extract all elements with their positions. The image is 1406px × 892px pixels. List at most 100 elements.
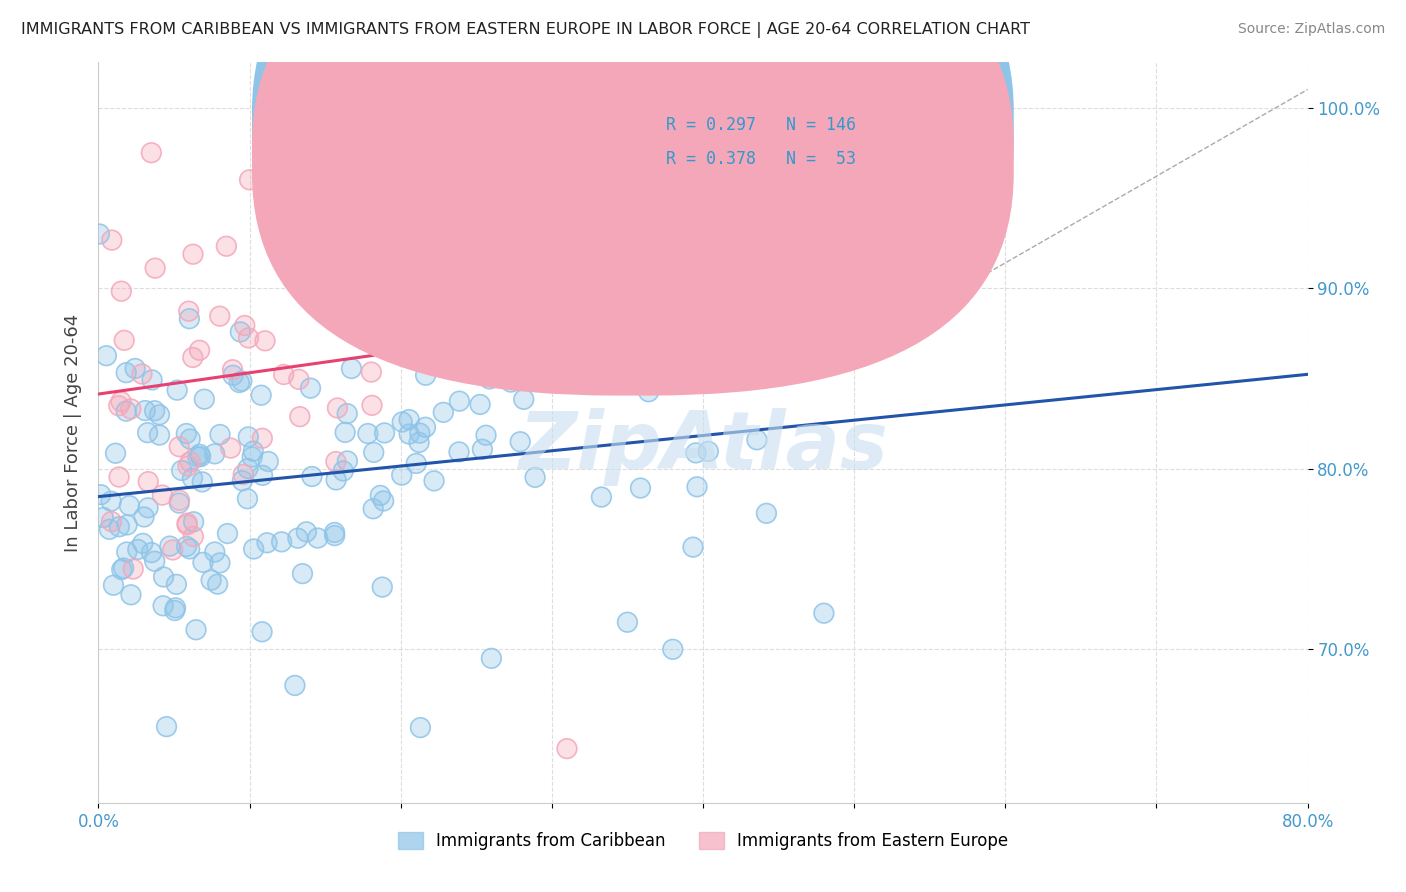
Point — [143, 261, 166, 276]
Point — [360, 365, 382, 379]
Point — [179, 455, 201, 469]
Point — [755, 506, 778, 520]
Point — [336, 454, 359, 468]
Point — [475, 428, 498, 442]
Point — [752, 326, 775, 341]
Point — [391, 415, 413, 429]
Point — [229, 325, 252, 339]
Point — [361, 501, 384, 516]
Point — [181, 351, 204, 365]
Point — [499, 375, 522, 389]
Point — [287, 531, 309, 545]
Point — [287, 531, 309, 545]
Point — [179, 311, 201, 326]
Point — [231, 474, 253, 488]
Point — [233, 318, 256, 333]
Point — [277, 208, 299, 222]
Point — [159, 539, 181, 553]
Point — [478, 372, 501, 386]
Point — [288, 372, 311, 386]
Point — [134, 403, 156, 417]
Point — [314, 257, 336, 271]
Point — [228, 376, 250, 390]
Point — [148, 428, 170, 442]
Point — [215, 239, 238, 253]
Point — [361, 501, 384, 516]
Point — [98, 522, 121, 536]
Point — [408, 435, 430, 450]
Point — [183, 529, 205, 543]
Point — [152, 599, 174, 613]
Point — [239, 173, 262, 187]
Point — [813, 606, 835, 620]
Point — [370, 326, 392, 341]
Point — [257, 454, 280, 468]
Point — [193, 392, 215, 406]
Point — [409, 721, 432, 735]
Point — [252, 431, 274, 445]
Point — [457, 97, 479, 112]
Point — [447, 445, 470, 459]
Point — [167, 496, 190, 510]
Point — [155, 720, 177, 734]
Point — [252, 468, 274, 483]
Point — [141, 546, 163, 560]
Point — [112, 334, 135, 348]
Point — [415, 368, 437, 383]
Point — [166, 383, 188, 397]
Point — [299, 381, 322, 395]
Point — [242, 541, 264, 556]
Point — [221, 362, 243, 376]
Point — [204, 545, 226, 559]
Point — [373, 494, 395, 508]
Point — [323, 244, 346, 258]
Point — [141, 145, 163, 160]
Point — [165, 577, 187, 591]
Point — [193, 392, 215, 406]
Point — [336, 454, 359, 468]
Point — [219, 441, 242, 455]
Point — [488, 365, 510, 379]
Point — [91, 510, 114, 524]
Point — [132, 510, 155, 524]
Point — [269, 233, 291, 247]
Point — [148, 408, 170, 422]
Point — [184, 623, 207, 637]
Point — [108, 470, 131, 484]
Point — [336, 307, 359, 321]
FancyBboxPatch shape — [252, 0, 1014, 362]
Point — [150, 488, 173, 502]
Point — [184, 623, 207, 637]
Point — [745, 433, 768, 447]
Point — [219, 441, 242, 455]
Point — [165, 600, 187, 615]
Point — [176, 516, 198, 530]
Point — [333, 425, 356, 440]
Point — [148, 408, 170, 422]
Point — [239, 173, 262, 187]
Point — [103, 578, 125, 592]
Point — [616, 615, 638, 630]
Point — [233, 318, 256, 333]
Point — [188, 447, 211, 461]
Point — [131, 367, 153, 381]
Point — [238, 331, 260, 345]
Point — [391, 415, 413, 429]
Point — [449, 394, 471, 409]
Point — [643, 227, 665, 241]
Point — [118, 499, 141, 513]
Point — [371, 580, 394, 594]
Point — [131, 367, 153, 381]
Point — [409, 426, 432, 441]
Point — [291, 566, 314, 581]
Point — [120, 588, 142, 602]
Point — [115, 517, 138, 532]
Point — [104, 446, 127, 460]
Point — [307, 531, 329, 545]
Point — [217, 526, 239, 541]
Point — [488, 365, 510, 379]
Point — [89, 227, 111, 241]
Point — [204, 447, 226, 461]
Point — [177, 458, 200, 473]
Point — [295, 524, 318, 539]
